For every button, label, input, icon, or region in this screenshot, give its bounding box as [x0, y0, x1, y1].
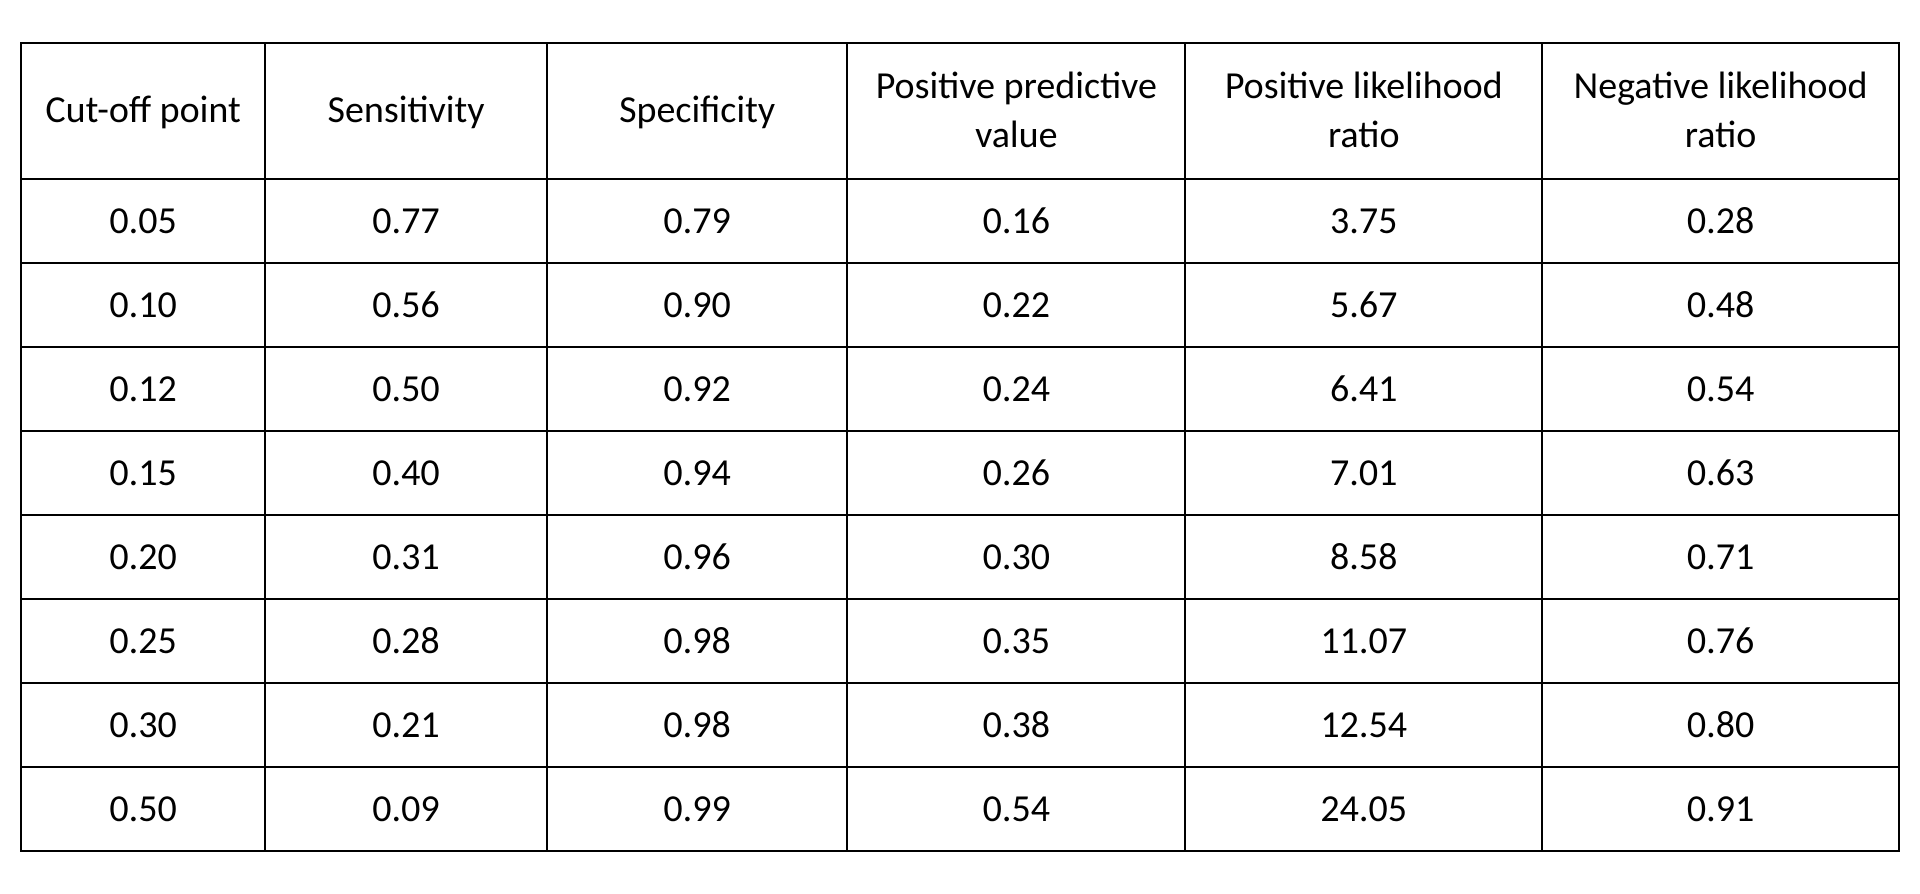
cell: 0.98 [547, 683, 847, 767]
cell: 0.26 [847, 431, 1185, 515]
cell: 0.94 [547, 431, 847, 515]
table-row: 0.30 0.21 0.98 0.38 12.54 0.80 [21, 683, 1899, 767]
cell: 6.41 [1185, 347, 1542, 431]
cell: 7.01 [1185, 431, 1542, 515]
table-row: 0.25 0.28 0.98 0.35 11.07 0.76 [21, 599, 1899, 683]
cell: 0.24 [847, 347, 1185, 431]
cell: 0.28 [265, 599, 547, 683]
cell: 5.67 [1185, 263, 1542, 347]
cell: 0.09 [265, 767, 547, 851]
cell: 0.50 [265, 347, 547, 431]
cell: 0.22 [847, 263, 1185, 347]
cell: 0.76 [1542, 599, 1899, 683]
cell: 0.35 [847, 599, 1185, 683]
cell: 8.58 [1185, 515, 1542, 599]
cell: 3.75 [1185, 179, 1542, 263]
cell: 0.79 [547, 179, 847, 263]
table-row: 0.50 0.09 0.99 0.54 24.05 0.91 [21, 767, 1899, 851]
cell: 0.30 [847, 515, 1185, 599]
cell: 0.96 [547, 515, 847, 599]
cell: 0.10 [21, 263, 265, 347]
table-row: 0.10 0.56 0.90 0.22 5.67 0.48 [21, 263, 1899, 347]
cell: 0.54 [847, 767, 1185, 851]
cell: 0.12 [21, 347, 265, 431]
cell: 0.05 [21, 179, 265, 263]
table-row: 0.15 0.40 0.94 0.26 7.01 0.63 [21, 431, 1899, 515]
header-cell-plr: Positive likelihood ratio [1185, 43, 1542, 180]
header-row: Cut-off point Sensitivity Specificity Po… [21, 43, 1899, 180]
header-cell-ppv: Positive predictive value [847, 43, 1185, 180]
cell: 0.50 [21, 767, 265, 851]
cell: 0.56 [265, 263, 547, 347]
cell: 0.98 [547, 599, 847, 683]
cell: 0.21 [265, 683, 547, 767]
header-cell-cutoff: Cut-off point [21, 43, 265, 180]
cell: 0.99 [547, 767, 847, 851]
table-row: 0.05 0.77 0.79 0.16 3.75 0.28 [21, 179, 1899, 263]
cell: 0.38 [847, 683, 1185, 767]
cell: 0.25 [21, 599, 265, 683]
table-header: Cut-off point Sensitivity Specificity Po… [21, 43, 1899, 180]
cell: 24.05 [1185, 767, 1542, 851]
cell: 0.30 [21, 683, 265, 767]
cell: 0.20 [21, 515, 265, 599]
cell: 0.54 [1542, 347, 1899, 431]
header-cell-specificity: Specificity [547, 43, 847, 180]
cell: 0.63 [1542, 431, 1899, 515]
cell: 0.91 [1542, 767, 1899, 851]
cell: 12.54 [1185, 683, 1542, 767]
table-body: 0.05 0.77 0.79 0.16 3.75 0.28 0.10 0.56 … [21, 179, 1899, 851]
cell: 0.92 [547, 347, 847, 431]
table-row: 0.20 0.31 0.96 0.30 8.58 0.71 [21, 515, 1899, 599]
header-cell-nlr: Negative likelihood ratio [1542, 43, 1899, 180]
cell: 0.77 [265, 179, 547, 263]
cell: 11.07 [1185, 599, 1542, 683]
header-cell-sensitivity: Sensitivity [265, 43, 547, 180]
table-row: 0.12 0.50 0.92 0.24 6.41 0.54 [21, 347, 1899, 431]
cell: 0.28 [1542, 179, 1899, 263]
cell: 0.31 [265, 515, 547, 599]
cell: 0.90 [547, 263, 847, 347]
cell: 0.71 [1542, 515, 1899, 599]
cell: 0.48 [1542, 263, 1899, 347]
cell: 0.16 [847, 179, 1185, 263]
cell: 0.40 [265, 431, 547, 515]
diagnostic-metrics-table: Cut-off point Sensitivity Specificity Po… [20, 42, 1900, 853]
cell: 0.80 [1542, 683, 1899, 767]
cell: 0.15 [21, 431, 265, 515]
